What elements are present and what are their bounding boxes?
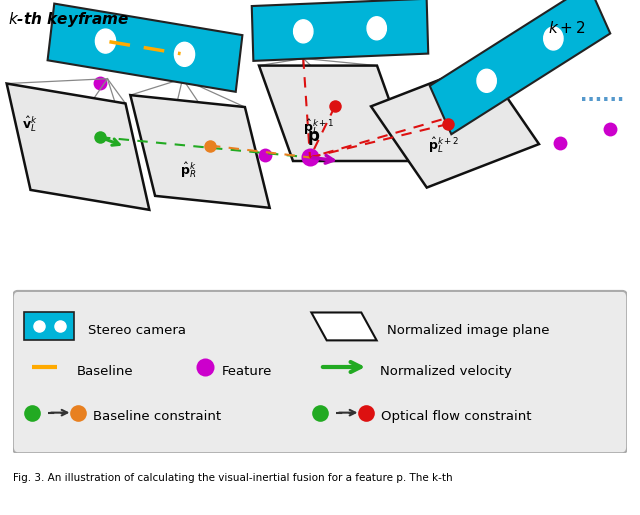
Circle shape: [175, 42, 195, 66]
Text: $\hat{\mathbf{p}}^k_R$: $\hat{\mathbf{p}}^k_R$: [180, 160, 196, 180]
Circle shape: [477, 70, 496, 92]
Text: Normalized velocity: Normalized velocity: [380, 365, 511, 377]
Polygon shape: [259, 65, 411, 161]
Circle shape: [544, 27, 563, 50]
Circle shape: [294, 20, 313, 43]
Circle shape: [95, 29, 116, 53]
Polygon shape: [371, 63, 539, 187]
Text: Normalized image plane: Normalized image plane: [387, 324, 550, 337]
Text: Fig. 3. An illustration of calculating the visual-inertial fusion for a feature : Fig. 3. An illustration of calculating t…: [13, 473, 452, 483]
Bar: [24, 313, 74, 340]
Polygon shape: [6, 83, 149, 210]
Text: Baseline: Baseline: [77, 365, 134, 377]
Text: Stereo camera: Stereo camera: [88, 324, 186, 337]
Text: $k+2$: $k+2$: [548, 21, 586, 37]
Polygon shape: [312, 313, 377, 340]
Text: $\hat{\mathbf{p}}^{k+1}_L$: $\hat{\mathbf{p}}^{k+1}_L$: [303, 117, 335, 136]
Circle shape: [367, 17, 387, 40]
Text: $\hat{\mathbf{v}}^k_L$: $\hat{\mathbf{v}}^k_L$: [22, 115, 38, 134]
Text: $\mathbf{p}$: $\mathbf{p}$: [307, 129, 321, 147]
Text: Feature: Feature: [222, 365, 273, 377]
Text: Baseline constraint: Baseline constraint: [93, 410, 221, 423]
Polygon shape: [47, 4, 243, 92]
Polygon shape: [429, 0, 611, 134]
Text: ......: ......: [580, 87, 624, 106]
Text: $k$-th keyframe: $k$-th keyframe: [8, 10, 129, 29]
Polygon shape: [252, 0, 428, 61]
FancyBboxPatch shape: [13, 291, 627, 453]
Text: $\hat{\mathbf{p}}^{k+2}_L$: $\hat{\mathbf{p}}^{k+2}_L$: [428, 135, 460, 154]
Text: Optical flow constraint: Optical flow constraint: [381, 410, 532, 423]
Polygon shape: [131, 95, 269, 208]
